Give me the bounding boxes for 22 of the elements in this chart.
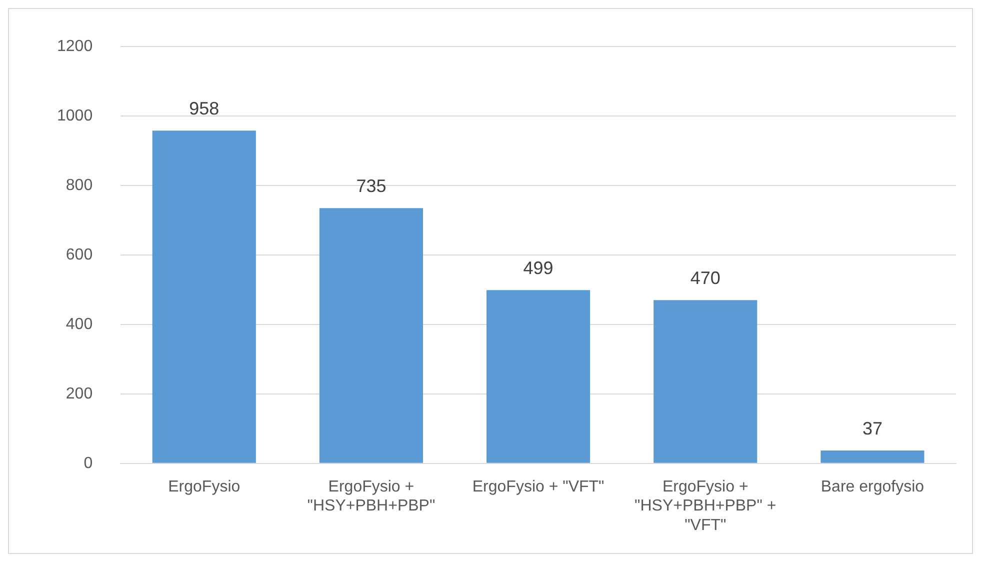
data-label: 37	[862, 418, 882, 439]
data-label: 499	[523, 258, 554, 278]
x-tick-label: ErgoFysio + "HSY+PBH+PBP"	[307, 478, 436, 515]
y-tick-label: 600	[66, 246, 93, 264]
y-tick-label: 400	[66, 316, 93, 333]
data-label: 735	[356, 176, 386, 196]
x-tick-label: ErgoFysio + "HSY+PBH+PBP" + "VFT"	[634, 478, 776, 534]
bar	[319, 208, 424, 463]
x-tick-label: ErgoFysio + "VFT"	[472, 478, 604, 496]
x-tick-label: ErgoFysio	[168, 478, 240, 496]
bar	[820, 450, 924, 463]
bar	[486, 290, 590, 463]
data-label: 958	[189, 98, 220, 119]
bar	[152, 130, 256, 463]
y-tick-label: 200	[66, 385, 93, 402]
y-tick-label: 0	[84, 454, 93, 472]
y-tick-label: 800	[66, 176, 93, 194]
y-tick-label: 1000	[57, 107, 93, 124]
y-tick-label: 1200	[57, 38, 93, 56]
x-tick-label: Bare ergofysio	[820, 478, 924, 496]
data-label: 470	[690, 268, 720, 288]
bar	[654, 300, 758, 463]
